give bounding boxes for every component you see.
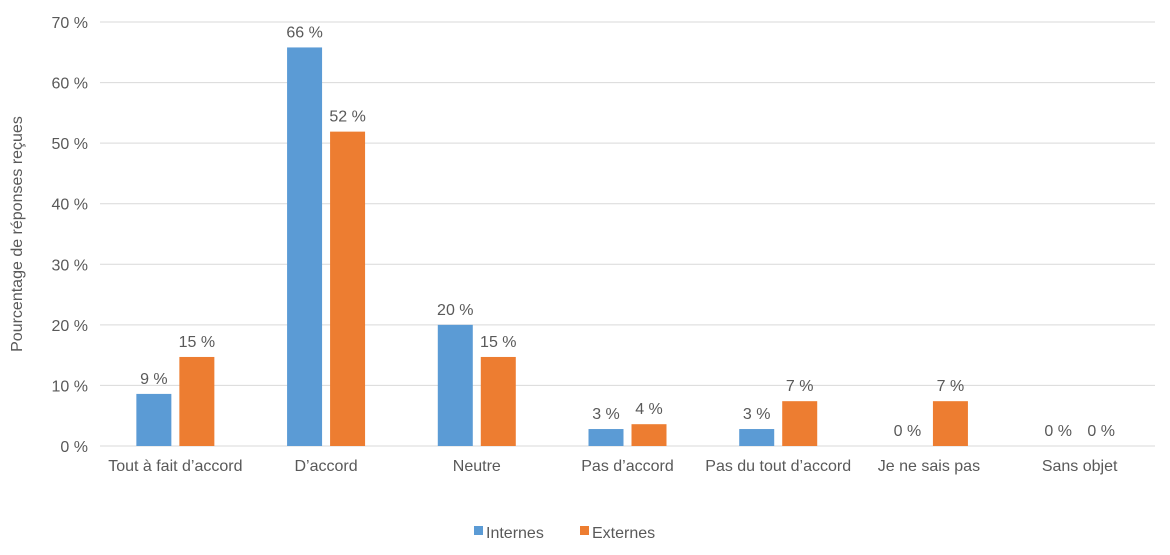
x-axis-ticks: Tout à fait d’accord D’accord Neutre Pas d’… — [108, 458, 1118, 475]
y-tick-label: 40 % — [52, 197, 88, 214]
legend-label: Externes — [592, 525, 655, 542]
x-tick-label: D’accord — [295, 458, 358, 475]
y-tick-label: 10 % — [52, 378, 88, 395]
x-tick-label: Neutre — [453, 458, 501, 475]
bar-externes — [179, 356, 215, 446]
bar-internes — [588, 429, 624, 446]
gridlines — [100, 21, 1155, 447]
y-tick-label: 20 % — [52, 318, 88, 335]
x-tick-label: Tout à fait d’accord — [108, 458, 242, 475]
y-tick-label: 30 % — [52, 257, 88, 274]
bar-externes — [932, 401, 968, 446]
bar-externes — [330, 131, 366, 447]
x-tick-label: Sans objet — [1042, 458, 1118, 475]
legend-swatch — [474, 526, 483, 535]
data-label: 66 % — [286, 24, 322, 41]
y-axis-label: Pourcentage de réponses reçues — [9, 116, 26, 352]
legend-swatch — [580, 526, 589, 535]
y-tick-label: 70 % — [52, 15, 88, 32]
bar-internes — [437, 324, 473, 446]
y-axis-ticks: 0 % 10 % 20 % 30 % 40 % 50 % 60 % 70 % — [52, 15, 88, 456]
data-label: 0 % — [894, 423, 922, 440]
legend: Internes Externes — [474, 525, 655, 542]
data-label: 15 % — [179, 334, 215, 351]
data-label: 9 % — [140, 371, 168, 388]
bars: 9 % 15 % 66 % 52 % 20 % 15 % 3 % 4 % 3 % 7 % 0 % 7 … — [136, 24, 1115, 447]
bar-externes — [782, 401, 818, 446]
data-label: 20 % — [437, 302, 473, 319]
y-tick-label: 0 % — [60, 439, 88, 456]
bar-externes — [631, 424, 667, 446]
data-label: 7 % — [937, 378, 965, 395]
data-label: 3 % — [592, 406, 620, 423]
data-label: 4 % — [635, 401, 663, 418]
data-label: 7 % — [786, 378, 814, 395]
data-label: 3 % — [743, 406, 771, 423]
bar-internes — [287, 47, 323, 446]
y-tick-label: 60 % — [52, 76, 88, 93]
data-label: 0 % — [1087, 423, 1115, 440]
data-label: 52 % — [329, 109, 365, 126]
bar-externes — [480, 356, 516, 446]
y-tick-label: 50 % — [52, 136, 88, 153]
x-tick-label: Pas d’accord — [581, 458, 674, 475]
bar-internes — [136, 393, 172, 446]
data-label: 0 % — [1044, 423, 1072, 440]
legend-label: Internes — [486, 525, 544, 542]
x-tick-label: Je ne sais pas — [878, 458, 980, 475]
x-tick-label: Pas du tout d’accord — [705, 458, 851, 475]
data-label: 15 % — [480, 334, 516, 351]
bar-internes — [739, 429, 775, 446]
